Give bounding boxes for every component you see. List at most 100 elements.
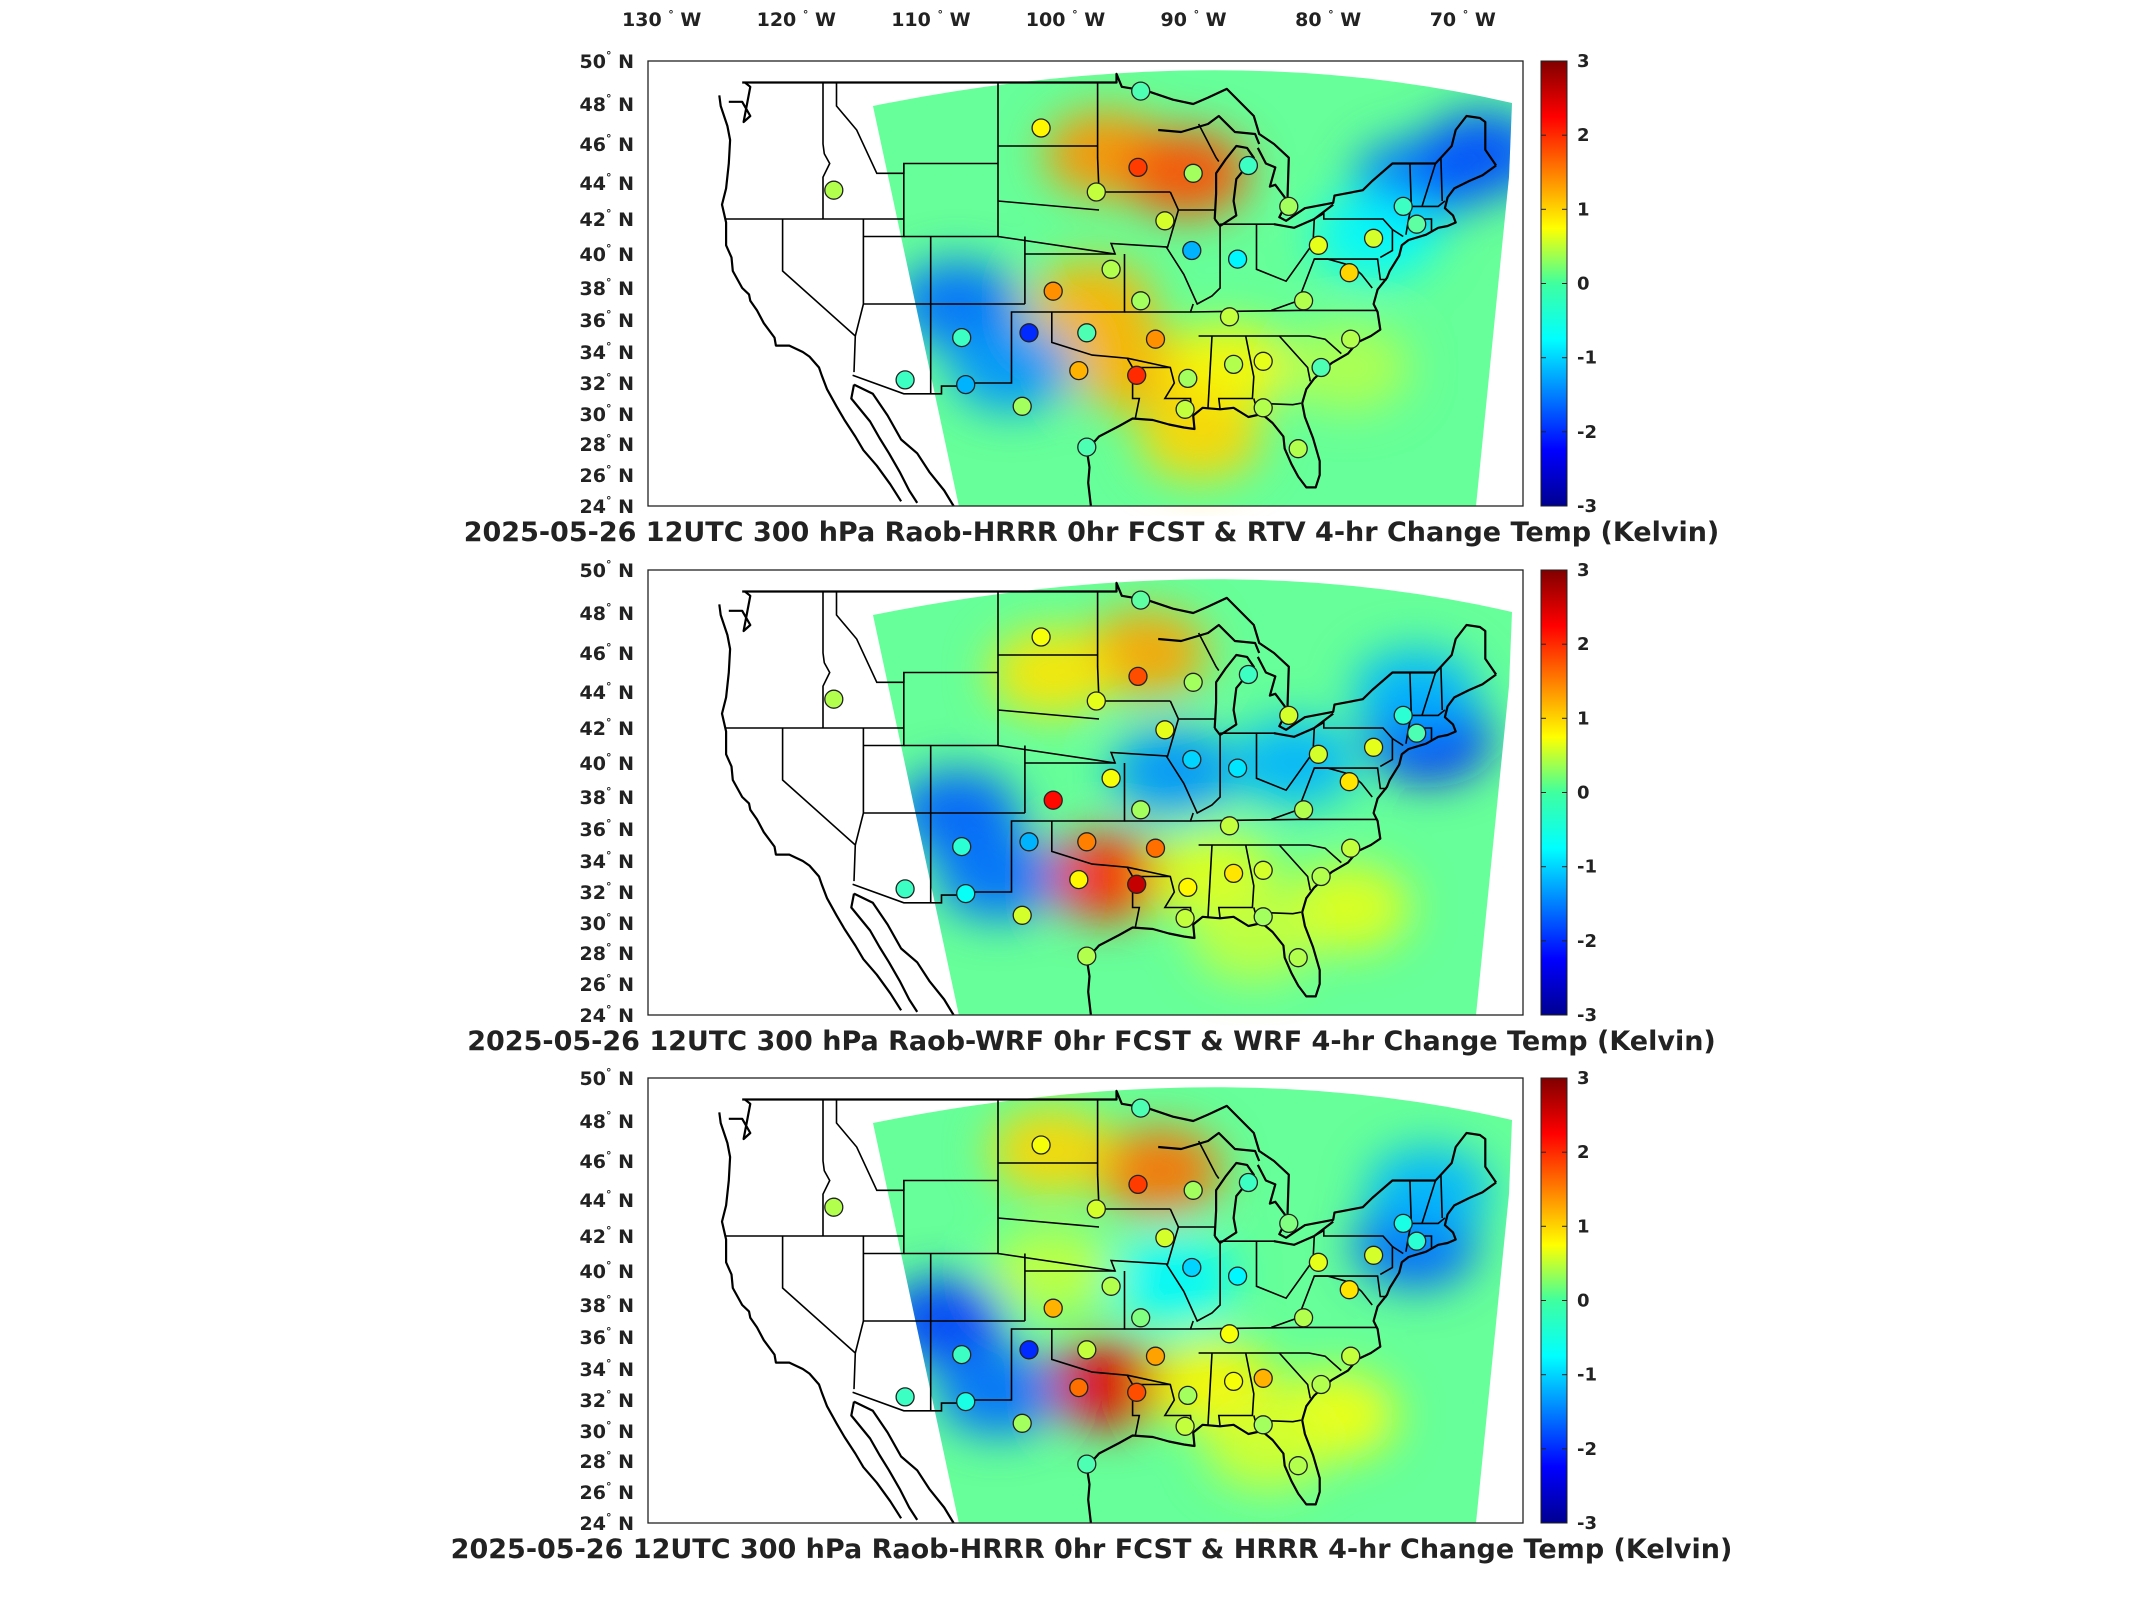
west-coastline — [718, 604, 903, 1011]
raob-marker — [1341, 838, 1361, 858]
raob-marker — [1101, 768, 1121, 788]
state-border — [997, 200, 1100, 211]
raob-marker — [1219, 307, 1240, 327]
raob-marker — [1175, 399, 1195, 419]
field-anomaly — [1366, 1146, 1491, 1235]
raob-marker — [1393, 196, 1413, 217]
raob-marker — [1308, 235, 1329, 255]
lat-tick-label: 42° N — [580, 716, 634, 740]
map-area — [647, 60, 1524, 507]
raob-marker — [1012, 396, 1032, 416]
map-panel-3: 50° N 48° N 46° N 44° N 42° N 40° N 38° N 36° N… — [451, 1066, 1733, 1565]
state-border — [1165, 1241, 1221, 1323]
state-border — [1127, 357, 1193, 411]
raob-marker — [1238, 664, 1259, 685]
raob-marker — [1311, 357, 1331, 378]
state-border — [1051, 821, 1141, 928]
lon-tick-label: 110 ° W — [891, 8, 970, 31]
state-border — [822, 82, 831, 219]
raob-marker — [1077, 1340, 1097, 1360]
map-frame — [647, 60, 1524, 507]
raob-marker — [1253, 1368, 1273, 1388]
state-border — [1253, 398, 1302, 406]
colorbar-tick-label: -3 — [1577, 1513, 1597, 1534]
raob-marker — [952, 1344, 972, 1365]
lake-shoreline — [1158, 623, 1261, 654]
state-border — [1096, 82, 1171, 193]
state-border — [997, 235, 1116, 255]
state-border — [1253, 907, 1302, 915]
raob-marker — [1178, 368, 1198, 389]
raob-marker — [1131, 590, 1151, 610]
raob-marker — [1031, 627, 1051, 647]
raob-marker — [1339, 263, 1359, 283]
raob-marker — [1253, 398, 1273, 418]
raob-marker — [1363, 228, 1384, 248]
raob-markers — [824, 590, 1427, 968]
raob-marker — [1178, 877, 1198, 898]
map-outlines — [718, 72, 1498, 507]
raob-marker — [1182, 240, 1202, 261]
state-border — [781, 728, 856, 846]
field-anomaly — [936, 1348, 1060, 1437]
state-border — [1217, 844, 1255, 919]
raob-marker — [1086, 691, 1106, 711]
state-border — [1197, 632, 1220, 671]
raob-marker — [1223, 354, 1244, 375]
canada-border — [742, 1089, 1498, 1239]
colorbar-tick-label: 1 — [1577, 708, 1590, 729]
raob-marker — [1131, 1308, 1151, 1328]
lat-tick-label: 30° N — [580, 1419, 634, 1443]
state-border — [853, 728, 865, 882]
raob-marker — [1019, 1340, 1039, 1360]
field-anomaly — [989, 1107, 1114, 1195]
raob-marker — [895, 879, 915, 899]
raob-marker — [1128, 1174, 1148, 1195]
raob-marker — [1279, 1213, 1299, 1234]
lon-tick-label: 70 ° W — [1430, 8, 1496, 31]
field-anomaly — [1043, 832, 1168, 921]
raob-marker — [1127, 874, 1147, 894]
state-border — [1379, 229, 1394, 259]
baja-coastline — [850, 384, 919, 504]
colorbar-tick-label: -3 — [1577, 1005, 1597, 1026]
field-anomaly — [1353, 648, 1478, 736]
raob-marker — [824, 1197, 844, 1217]
raob-marker — [1407, 214, 1427, 234]
lake-shoreline — [728, 1098, 752, 1141]
lake-shoreline — [1158, 1131, 1261, 1162]
raob-marker — [1311, 866, 1331, 887]
raob-marker — [1238, 155, 1259, 176]
lake-shoreline — [1213, 653, 1255, 737]
raob-marker — [1407, 723, 1427, 743]
panel-title: 2025-05-26 12UTC 300 hPa Raob-WRF 0hr FC… — [467, 1026, 1716, 1057]
state-border — [822, 1099, 831, 1236]
lat-tick-label: 48° N — [580, 92, 634, 116]
state-border — [835, 82, 998, 175]
colorbar: 3 2 1 0 -1 -2 -3 — [1540, 1068, 1597, 1534]
lat-tick-label: 38° N — [580, 276, 634, 300]
raob-marker — [1128, 157, 1148, 178]
raob-marker — [956, 1391, 976, 1412]
state-border — [853, 219, 865, 373]
state-border — [835, 591, 998, 684]
east-coastline — [1085, 673, 1497, 1016]
raob-marker — [1182, 1257, 1202, 1278]
state-border — [1255, 727, 1316, 792]
lat-tick-label: 34° N — [580, 340, 634, 364]
raob-marker — [1069, 869, 1089, 890]
state-border — [781, 219, 856, 337]
lake-shoreline — [728, 81, 752, 124]
mexico-coastline — [853, 383, 955, 507]
canada-border — [742, 72, 1498, 222]
raob-marker — [1253, 907, 1273, 927]
raob-marker — [1219, 816, 1240, 836]
lat-tick-label: 40° N — [580, 242, 634, 266]
state-border — [781, 1236, 856, 1354]
lake-shoreline — [1213, 144, 1255, 228]
raob-marker — [1293, 291, 1314, 311]
colorbar-tick-label: 1 — [1577, 199, 1590, 220]
colorbar-tick-label: 1 — [1577, 1216, 1590, 1237]
raob-marker — [956, 883, 976, 904]
raob-marker — [1253, 351, 1273, 371]
